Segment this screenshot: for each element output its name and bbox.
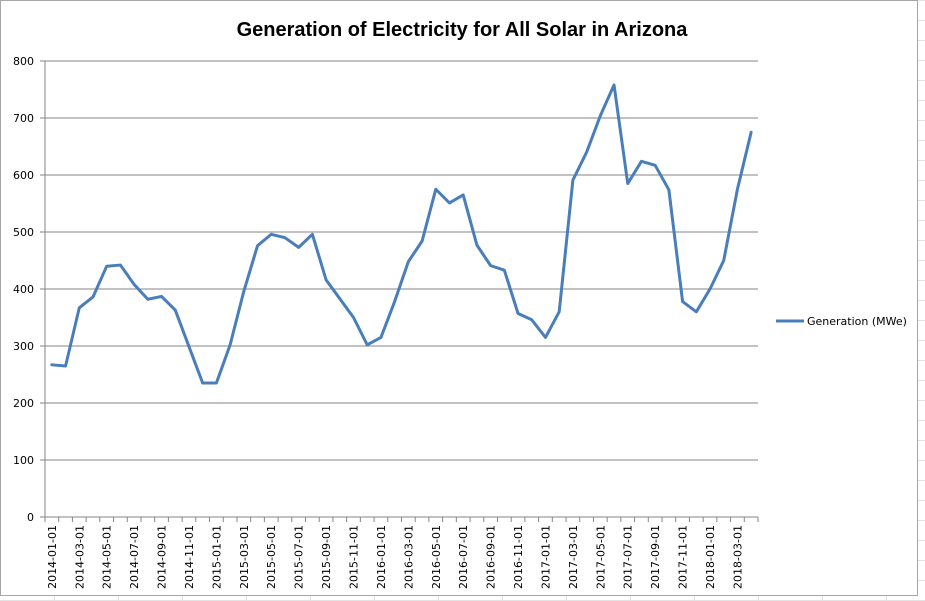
data-point xyxy=(64,364,67,367)
data-point xyxy=(517,312,520,315)
x-tick-label: 2017-03-01 xyxy=(567,525,580,589)
x-tick-label: 2014-09-01 xyxy=(156,525,169,589)
data-point xyxy=(78,306,81,309)
x-tick-label: 2015-03-01 xyxy=(238,525,251,589)
data-point xyxy=(338,297,341,300)
x-tick-label: 2017-11-01 xyxy=(677,525,690,589)
data-point xyxy=(599,114,602,117)
data-point xyxy=(174,309,177,312)
data-point xyxy=(722,259,725,262)
x-tick-label: 2016-11-01 xyxy=(512,525,525,589)
data-point xyxy=(133,283,136,286)
x-tick-label: 2014-05-01 xyxy=(101,525,114,589)
data-point xyxy=(421,240,424,243)
data-point xyxy=(544,336,547,339)
data-point xyxy=(585,151,588,154)
y-tick-label: 100 xyxy=(13,454,34,467)
y-tick-label: 300 xyxy=(13,340,34,353)
data-point xyxy=(626,182,629,185)
y-tick-label: 0 xyxy=(27,511,34,524)
y-tick-label: 400 xyxy=(13,283,34,296)
x-tick-label: 2014-07-01 xyxy=(128,525,141,589)
chart-title: Generation of Electricity for All Solar … xyxy=(237,19,689,41)
x-tick-label: 2016-07-01 xyxy=(457,525,470,589)
data-point xyxy=(229,343,232,346)
x-tick-label: 2017-01-01 xyxy=(539,525,552,589)
data-point xyxy=(613,83,616,86)
data-point xyxy=(695,310,698,313)
series-layer xyxy=(50,83,753,385)
x-tick-label: 2015-07-01 xyxy=(293,525,306,589)
x-tick-label: 2018-03-01 xyxy=(731,525,744,589)
y-tick-label: 700 xyxy=(13,112,34,125)
data-point xyxy=(448,201,451,204)
x-tick-label: 2015-01-01 xyxy=(210,525,223,589)
data-point xyxy=(283,236,286,239)
data-point xyxy=(91,295,94,298)
x-tick-label: 2015-05-01 xyxy=(265,525,278,589)
data-point xyxy=(160,295,163,298)
y-tick-label: 500 xyxy=(13,226,34,239)
series-line-generation xyxy=(50,83,753,385)
data-point xyxy=(709,288,712,291)
data-point xyxy=(654,164,657,167)
y-tick-label: 200 xyxy=(13,397,34,410)
x-tick-label: 2016-01-01 xyxy=(375,525,388,589)
x-tick-label: 2018-01-01 xyxy=(704,525,717,589)
data-point xyxy=(187,345,190,348)
x-tick-label: 2014-11-01 xyxy=(183,525,196,589)
data-point xyxy=(297,246,300,249)
x-tick-label: 2014-03-01 xyxy=(73,525,86,589)
data-point xyxy=(201,382,204,385)
data-point xyxy=(503,269,506,272)
x-tick-label: 2017-09-01 xyxy=(649,525,662,589)
data-point xyxy=(489,264,492,267)
data-point xyxy=(571,179,574,182)
data-point xyxy=(640,160,643,163)
data-point xyxy=(407,260,410,263)
y-tick-label: 800 xyxy=(13,55,34,68)
data-point xyxy=(146,298,149,301)
data-point xyxy=(366,343,369,346)
data-point xyxy=(736,188,739,191)
data-point xyxy=(667,188,670,191)
legend: Generation (MWe) xyxy=(776,315,907,328)
data-point xyxy=(352,316,355,319)
data-point xyxy=(379,336,382,339)
x-tick-label: 2015-09-01 xyxy=(320,525,333,589)
x-tick-label: 2016-03-01 xyxy=(402,525,415,589)
x-tick-label: 2017-07-01 xyxy=(622,525,635,589)
data-point xyxy=(256,244,259,247)
x-tick-label: 2016-05-01 xyxy=(430,525,443,589)
data-point xyxy=(242,290,245,293)
data-point xyxy=(119,264,122,267)
data-point xyxy=(311,233,314,236)
gridlines xyxy=(45,60,758,461)
axes: 0 100 200 300 400 500 600 700 800 2014-01-01 2014-… xyxy=(13,55,759,589)
data-point xyxy=(270,233,273,236)
y-tick-label: 600 xyxy=(13,169,34,182)
data-point xyxy=(325,278,328,281)
data-point xyxy=(50,363,53,366)
data-point xyxy=(475,244,478,247)
x-tick-label: 2014-01-01 xyxy=(46,525,59,589)
data-point xyxy=(393,300,396,303)
data-point xyxy=(215,382,218,385)
data-point xyxy=(105,265,108,268)
data-point xyxy=(681,300,684,303)
x-tick-label: 2017-05-01 xyxy=(594,525,607,589)
x-tick-label: 2015-11-01 xyxy=(348,525,361,589)
x-tick-label: 2016-09-01 xyxy=(485,525,498,589)
data-point xyxy=(750,131,753,134)
data-point xyxy=(558,310,561,313)
data-point xyxy=(462,193,465,196)
data-point xyxy=(530,318,533,321)
data-point xyxy=(434,188,437,191)
legend-label: Generation (MWe) xyxy=(807,315,907,328)
